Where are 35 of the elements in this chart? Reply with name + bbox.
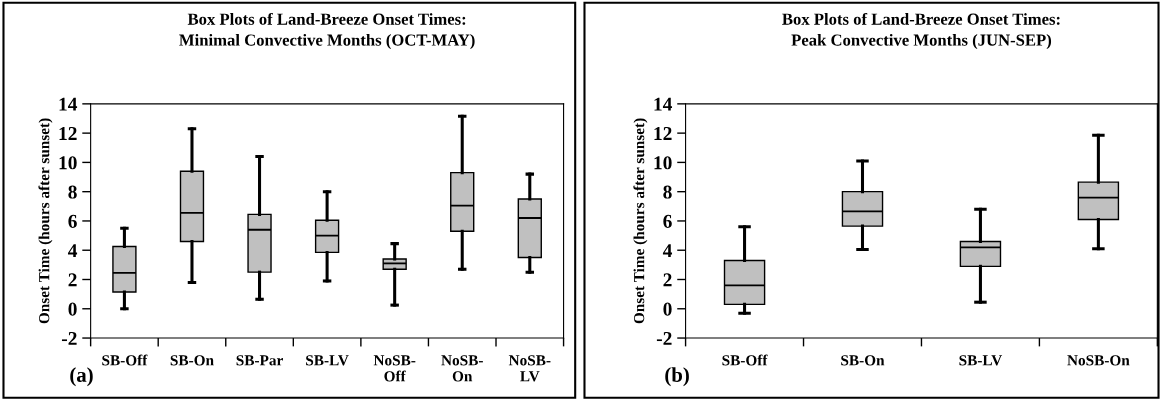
y-tick-label: 10 [59,156,77,170]
x-tick-label: SB-On [170,355,214,366]
y-tick-label: 0 [663,302,672,316]
y-tick-label: -2 [61,331,77,345]
y-tick-label: 10 [654,156,672,170]
x-tick-label: SB-On [841,355,885,366]
y-axis-title: Onset Time (hours after sunset) [38,118,53,324]
y-tick-label: 8 [663,185,672,199]
y-tick-label: 2 [68,273,77,287]
x-tick-label: SB-Par [236,355,283,366]
y-axis-title: Onset Time (hours after sunset) [633,118,648,324]
y-tick-label: 4 [67,244,78,257]
text: (a) [70,367,93,387]
y-tick-label: 2 [663,273,672,287]
y-tick-label: 6 [68,214,77,228]
x-tick-label: NoSB- Off [373,355,416,382]
x-tick-label: NoSB- LV [508,355,551,382]
x-tick-label: NoSB- On [441,355,483,382]
x-tick-label: NoSB-On [1067,355,1130,366]
y-tick-label: -2 [656,331,672,345]
y-tick-label: 14 [59,97,78,111]
x-tick-label: SB-Off [722,354,768,366]
x-tick-label: SB-Off [102,354,148,366]
y-tick-label: 6 [663,214,672,228]
y-tick-label: 14 [654,97,673,111]
y-tick-label: 8 [68,185,77,199]
chart-title: Box Plots of Land-Breeze Onset Times: Minimal Convective Months (OCT-MAY) [179,12,475,50]
y-tick-label: 12 [59,127,77,140]
y-tick-label: 4 [662,244,673,257]
y-tick-label: 0 [68,302,77,316]
y-tick-label: 12 [654,127,672,140]
x-tick-label: SB-LV [959,355,1003,366]
chart-title: Box Plots of Land-Breeze Onset Times: Peak Convective Months (JUN-SEP) [782,12,1060,50]
x-tick-label: SB-LV [306,355,349,366]
text: (b) [665,367,689,387]
